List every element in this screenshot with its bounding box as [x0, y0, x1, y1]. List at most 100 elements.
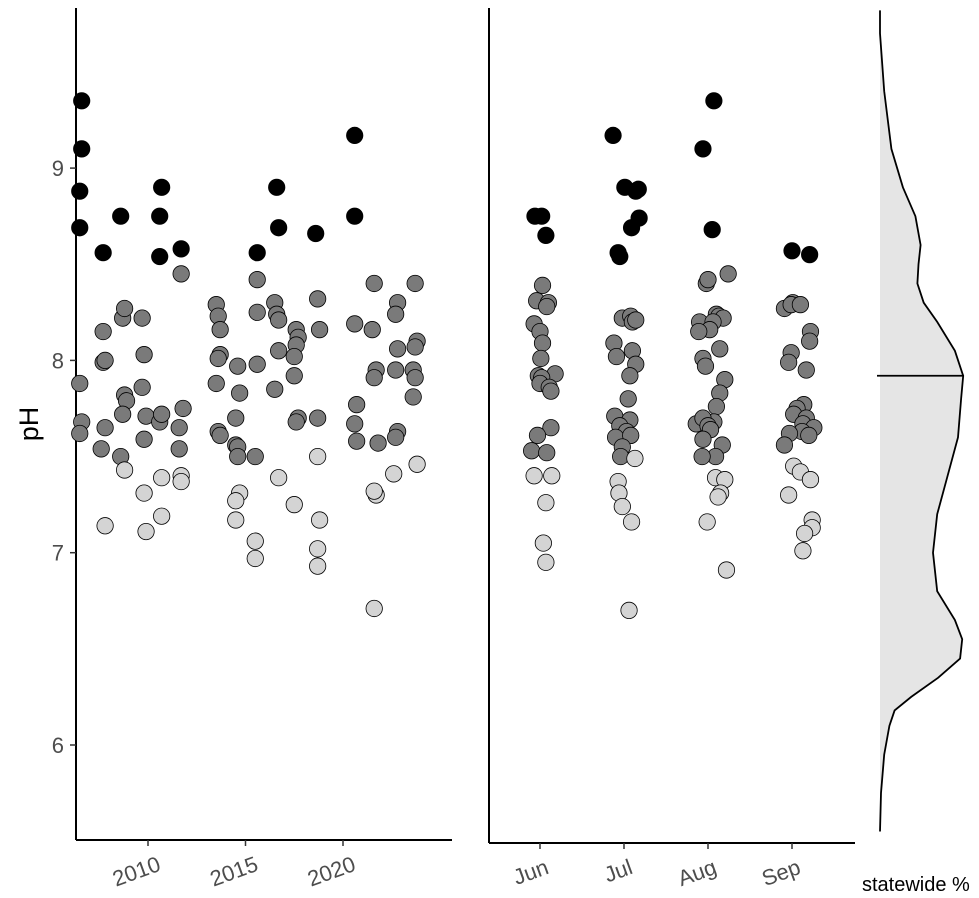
- data-point-year: [227, 492, 245, 510]
- data-point-month: [698, 513, 716, 531]
- data-point-year: [408, 455, 426, 473]
- data-point-year: [270, 219, 288, 237]
- data-point-year: [211, 426, 229, 444]
- data-point-month: [627, 311, 645, 329]
- data-point-month: [709, 488, 727, 506]
- data-point-year: [270, 342, 288, 360]
- data-point-month: [780, 353, 798, 371]
- data-point-year: [151, 247, 169, 266]
- data-point-year: [229, 357, 247, 375]
- data-point-month: [538, 297, 556, 316]
- data-point-year: [285, 496, 303, 514]
- data-point-year: [365, 599, 383, 618]
- data-point-year: [133, 309, 151, 327]
- data-point-year: [137, 522, 155, 541]
- data-point-year: [346, 207, 364, 225]
- data-point-year: [270, 469, 288, 487]
- data-point-month: [607, 347, 626, 366]
- data-point-year: [406, 369, 424, 387]
- data-point-month: [622, 513, 641, 531]
- data-point-month: [791, 296, 810, 314]
- data-point-year: [365, 274, 383, 293]
- density-area: [880, 10, 964, 832]
- data-point-year: [170, 440, 188, 458]
- data-point-month: [717, 561, 736, 579]
- data-point-month: [533, 334, 552, 352]
- data-point-year: [96, 419, 114, 437]
- data-point-month: [542, 382, 560, 400]
- data-point-year: [310, 321, 329, 339]
- data-point-month: [525, 467, 543, 485]
- density-outline: [879, 10, 965, 832]
- data-point-month: [797, 361, 815, 379]
- data-point-year: [248, 271, 266, 289]
- data-point-year: [387, 305, 405, 323]
- data-point-month: [538, 444, 556, 462]
- data-point-month: [604, 126, 622, 145]
- data-point-year: [404, 388, 422, 406]
- data-point-month: [693, 447, 711, 466]
- data-point-year: [268, 178, 286, 196]
- data-point-year: [285, 347, 303, 366]
- data-point-month: [613, 497, 631, 516]
- data-point-year: [363, 321, 381, 339]
- density-fill-layer: [880, 10, 964, 832]
- data-point-year: [172, 265, 190, 283]
- data-point-month: [622, 219, 641, 237]
- data-point-month: [705, 92, 723, 110]
- data-point-year: [287, 413, 305, 431]
- data-point-year: [92, 440, 110, 458]
- data-point-month: [795, 524, 814, 543]
- data-point-month: [780, 486, 798, 504]
- data-point-year: [170, 419, 188, 437]
- data-point-year: [207, 374, 225, 393]
- data-point-year: [309, 409, 327, 427]
- data-point-year: [309, 290, 327, 308]
- data-point-month: [611, 247, 629, 266]
- data-point-month: [794, 542, 812, 560]
- data-point-month: [533, 207, 551, 225]
- data-point-month: [537, 494, 555, 512]
- data-point-month: [801, 246, 819, 264]
- data-point-year: [153, 178, 171, 196]
- data-point-month: [783, 242, 801, 260]
- data-point-year: [266, 380, 284, 398]
- data-point-month: [532, 349, 550, 368]
- y-tick-label: 7: [52, 541, 64, 566]
- data-point-year: [246, 532, 264, 550]
- data-point-year: [246, 549, 264, 568]
- data-point-month: [533, 276, 552, 295]
- data-point-year: [133, 378, 151, 396]
- data-point-month: [626, 449, 644, 468]
- data-point-month: [699, 271, 717, 289]
- data-point-month: [612, 447, 630, 466]
- data-point-year: [116, 299, 134, 318]
- data-point-year: [73, 140, 91, 158]
- data-point-month: [801, 332, 819, 350]
- data-point-month: [800, 426, 818, 444]
- y-axis-title: pH: [14, 407, 44, 442]
- statewide-label: statewide %: [862, 874, 970, 896]
- data-point-year: [227, 511, 245, 529]
- y-tick-label: 9: [52, 156, 64, 181]
- data-point-year: [227, 409, 245, 427]
- data-point-month: [621, 367, 639, 385]
- data-point-year: [94, 244, 112, 262]
- data-point-year: [73, 92, 91, 110]
- data-point-month: [696, 357, 715, 375]
- data-point-month: [543, 467, 561, 485]
- data-point-year: [406, 274, 424, 293]
- data-point-year: [309, 557, 327, 575]
- data-point-month: [534, 534, 552, 552]
- data-point-month: [690, 322, 708, 341]
- data-point-year: [71, 374, 89, 393]
- data-point-year: [285, 367, 303, 385]
- data-point-year: [174, 399, 192, 418]
- data-point-year: [209, 349, 227, 368]
- data-point-year: [348, 432, 366, 450]
- data-point-year: [112, 207, 130, 225]
- data-point-year: [346, 415, 364, 433]
- data-point-year: [246, 447, 264, 466]
- data-point-year: [346, 126, 364, 145]
- data-point-month: [711, 340, 729, 358]
